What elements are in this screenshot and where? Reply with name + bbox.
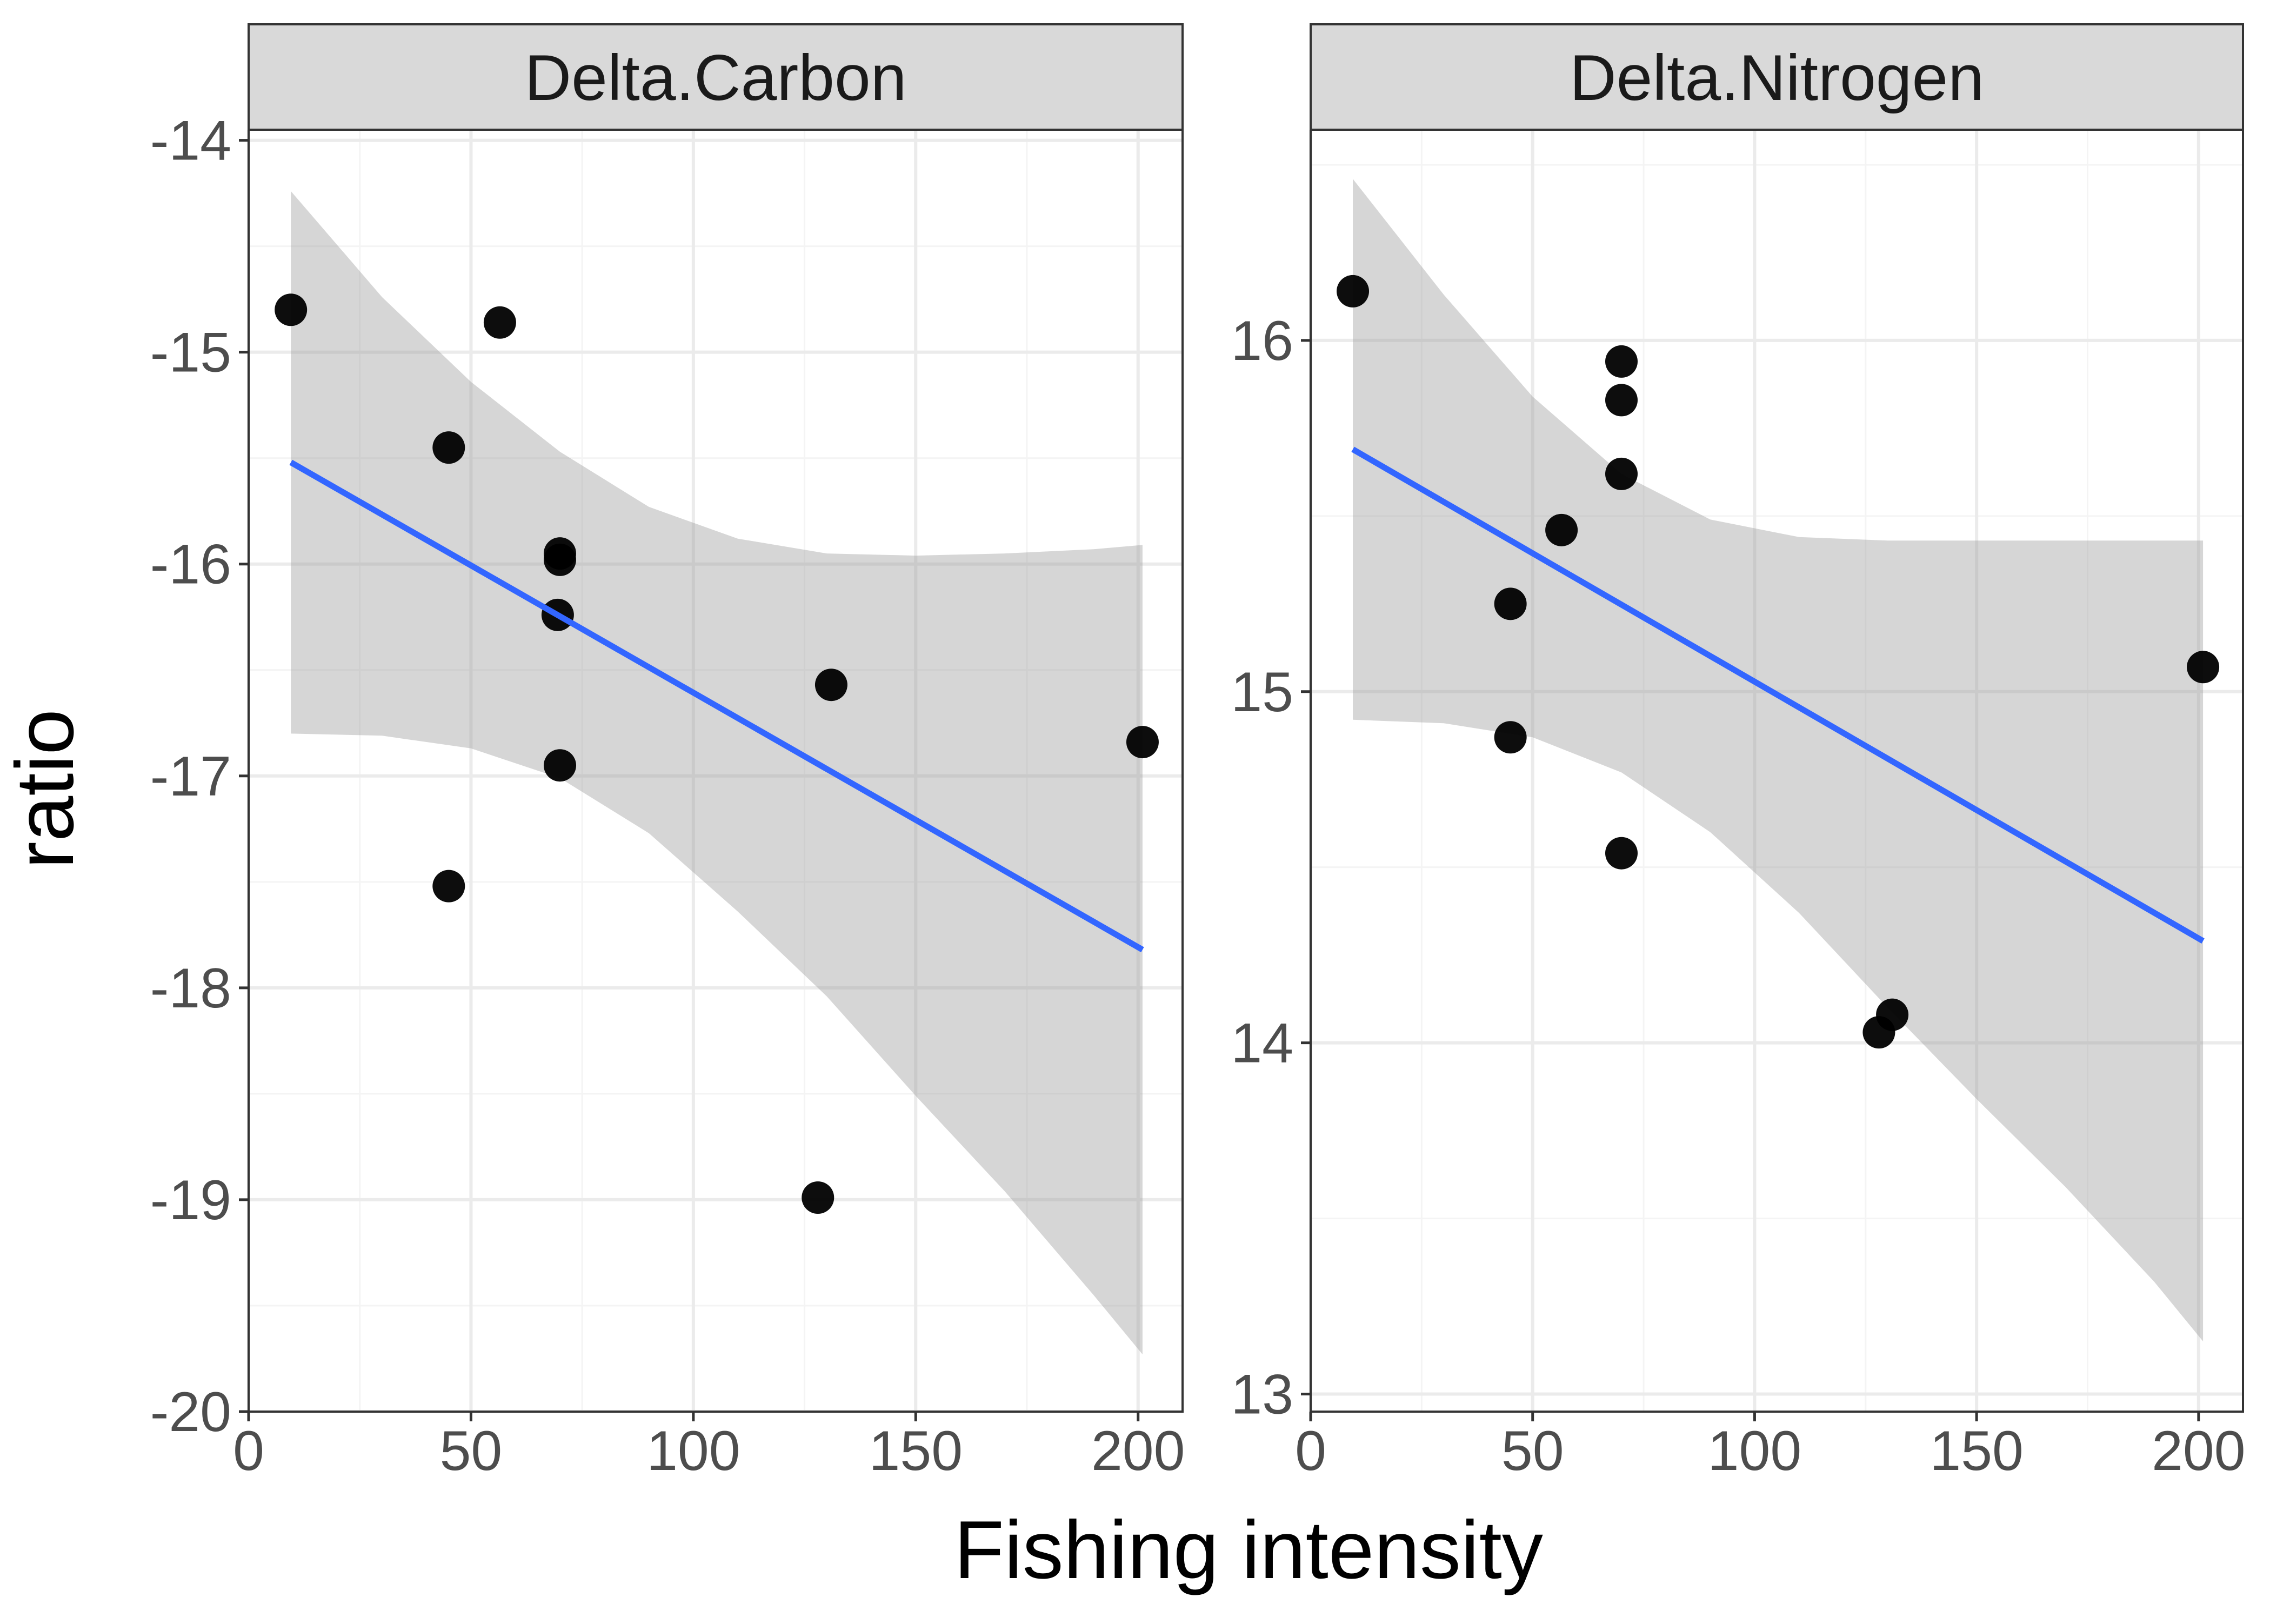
data-point — [1545, 513, 1578, 546]
confidence-ribbon — [291, 191, 1143, 1355]
x-tick-label: 150 — [1929, 1420, 2024, 1482]
y-tick-label: 16 — [1231, 310, 1293, 372]
data-point — [1494, 721, 1527, 754]
y-tick-label: 14 — [1231, 1012, 1293, 1075]
y-tick-label: 13 — [1231, 1364, 1293, 1426]
x-tick-label: 50 — [440, 1420, 503, 1482]
y-tick-label: 15 — [1231, 661, 1293, 724]
trend-line — [1351, 446, 2205, 944]
y-tick-label: -19 — [150, 1169, 231, 1232]
data-point — [2187, 651, 2220, 684]
y-axis-title: ratio — [0, 709, 91, 869]
data-point — [802, 1181, 834, 1214]
facet-strip-label: Delta.Carbon — [524, 42, 906, 114]
y-tick-label: -18 — [150, 957, 231, 1020]
x-tick-label: 50 — [1501, 1420, 1564, 1482]
x-tick-label: 200 — [2152, 1420, 2246, 1482]
y-tick-label: -17 — [150, 745, 231, 808]
data-point — [1876, 998, 1909, 1031]
data-point — [1126, 726, 1159, 759]
data-point — [1494, 587, 1527, 620]
trend-line — [289, 459, 1144, 953]
x-tick-label: 0 — [1295, 1420, 1326, 1482]
data-point — [275, 293, 308, 326]
x-tick-label: 100 — [646, 1420, 740, 1482]
data-point — [544, 543, 576, 576]
y-tick-label: -14 — [150, 110, 231, 172]
x-tick-label: 100 — [1708, 1420, 1802, 1482]
data-point — [432, 431, 465, 464]
data-point — [483, 306, 516, 339]
x-axis-title: Fishing intensity — [954, 1504, 1543, 1596]
data-point — [1605, 345, 1638, 378]
facet-strip — [248, 23, 1184, 131]
data-point — [1605, 457, 1638, 490]
facet-strip — [1310, 23, 2244, 131]
data-point — [1337, 275, 1370, 308]
x-tick-label: 150 — [869, 1420, 963, 1482]
x-tick-label: 0 — [233, 1420, 264, 1482]
panel-2: Delta.Nitrogen 0 50 100 150 200 13 14 15 16 — [1231, 23, 2246, 1482]
y-tick-label: -15 — [150, 322, 231, 384]
confidence-ribbon — [1353, 179, 2204, 1341]
x-tick-label: 200 — [1091, 1420, 1185, 1482]
data-point — [814, 669, 847, 701]
data-point — [1605, 384, 1638, 417]
y-tick-label: -20 — [150, 1381, 231, 1443]
data-point — [432, 870, 465, 903]
panel-1: Delta.Carbon 0 50 100 150 200 -20 -19 -18 -17 -16 -… — [150, 23, 1185, 1482]
facet-strip-label: Delta.Nitrogen — [1570, 42, 1984, 114]
data-point — [544, 749, 576, 782]
data-point — [1605, 837, 1638, 870]
y-tick-label: -16 — [150, 533, 231, 596]
